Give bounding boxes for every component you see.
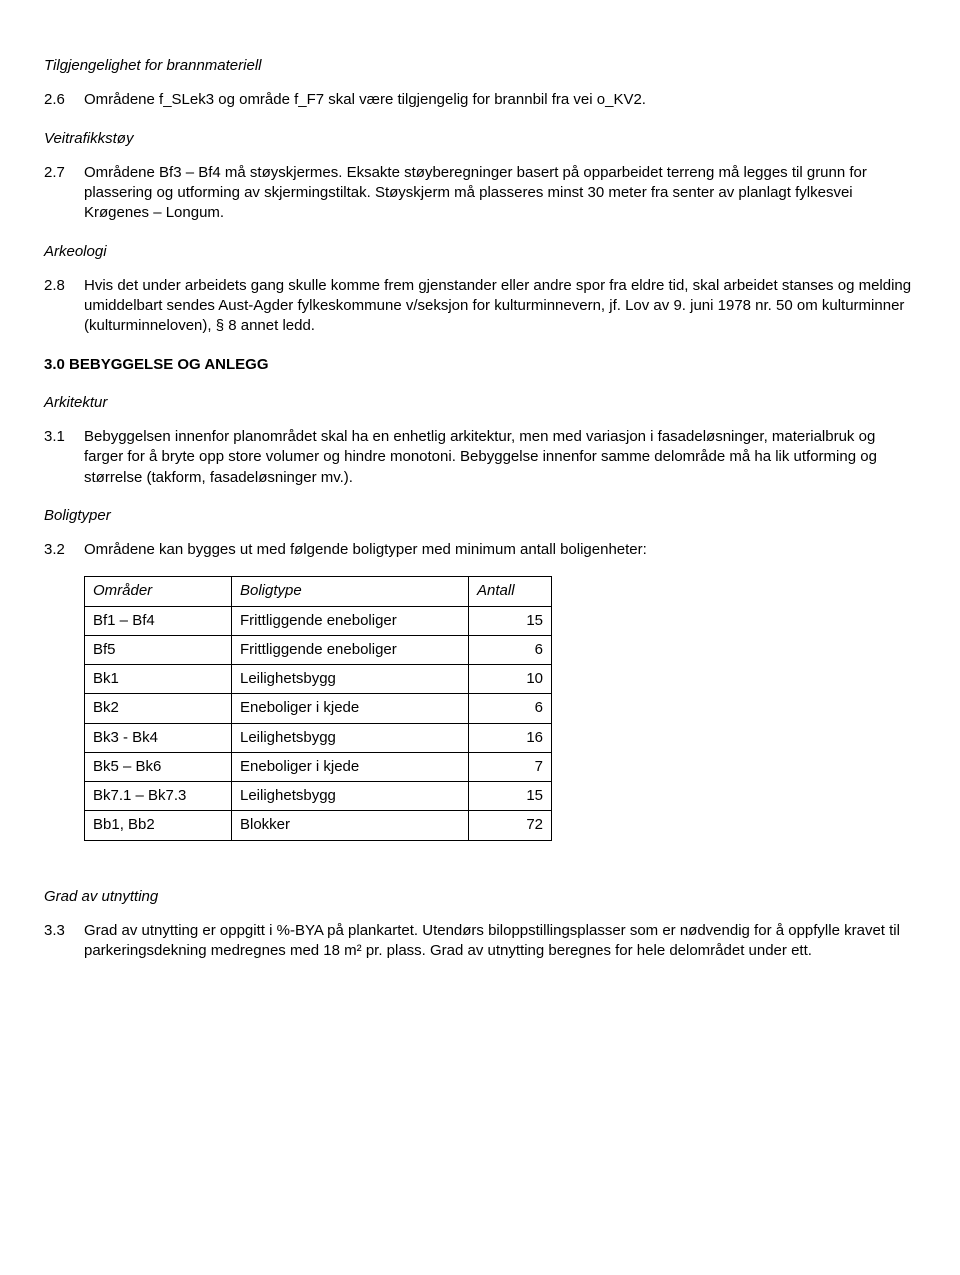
boligtyper-table: Områder Boligtype Antall Bf1 – Bf4 Fritt… bbox=[84, 576, 552, 840]
cell-omrade: Bb1, Bb2 bbox=[85, 811, 232, 840]
body-2-7: Områdene Bf3 – Bf4 må støyskjermes. Eksa… bbox=[84, 163, 916, 224]
heading-boligtyper: Boligtyper bbox=[44, 506, 916, 526]
heading-3-0: 3.0 BEBYGGELSE OG ANLEGG bbox=[44, 355, 916, 375]
table-header-row: Områder Boligtype Antall bbox=[85, 577, 552, 606]
body-2-6: Områdene f_SLek3 og område f_F7 skal vær… bbox=[84, 90, 916, 110]
heading-arkeologi: Arkeologi bbox=[44, 242, 916, 262]
num-3-3: 3.3 bbox=[44, 921, 84, 962]
para-3-1: 3.1 Bebyggelsen innenfor planområdet ska… bbox=[44, 427, 916, 488]
body-3-2: Områdene kan bygges ut med følgende boli… bbox=[84, 540, 916, 560]
heading-grad-av-utnytting: Grad av utnytting bbox=[44, 887, 916, 907]
table-row: Bk1 Leilighetsbygg 10 bbox=[85, 665, 552, 694]
body-2-8: Hvis det under arbeidets gang skulle kom… bbox=[84, 276, 916, 337]
para-2-7: 2.7 Områdene Bf3 – Bf4 må støyskjermes. … bbox=[44, 163, 916, 224]
para-3-2: 3.2 Områdene kan bygges ut med følgende … bbox=[44, 540, 916, 560]
table-row: Bk2 Eneboliger i kjede 6 bbox=[85, 694, 552, 723]
cell-boligtype: Frittliggende eneboliger bbox=[232, 606, 469, 635]
table-row: Bf1 – Bf4 Frittliggende eneboliger 15 bbox=[85, 606, 552, 635]
th-antall: Antall bbox=[469, 577, 552, 606]
cell-boligtype: Leilighetsbygg bbox=[232, 723, 469, 752]
num-3-2: 3.2 bbox=[44, 540, 84, 560]
cell-omrade: Bk5 – Bk6 bbox=[85, 752, 232, 781]
cell-omrade: Bk2 bbox=[85, 694, 232, 723]
cell-antall: 15 bbox=[469, 606, 552, 635]
cell-boligtype: Leilighetsbygg bbox=[232, 782, 469, 811]
cell-antall: 6 bbox=[469, 694, 552, 723]
cell-omrade: Bk7.1 – Bk7.3 bbox=[85, 782, 232, 811]
cell-boligtype: Eneboliger i kjede bbox=[232, 752, 469, 781]
th-omrader: Områder bbox=[85, 577, 232, 606]
table-row: Bk7.1 – Bk7.3 Leilighetsbygg 15 bbox=[85, 782, 552, 811]
th-boligtype: Boligtype bbox=[232, 577, 469, 606]
table-row: Bf5 Frittliggende eneboliger 6 bbox=[85, 635, 552, 664]
cell-antall: 6 bbox=[469, 635, 552, 664]
cell-omrade: Bk3 - Bk4 bbox=[85, 723, 232, 752]
heading-arkitektur: Arkitektur bbox=[44, 393, 916, 413]
cell-antall: 72 bbox=[469, 811, 552, 840]
heading-brannmateriell: Tilgjengelighet for brannmateriell bbox=[44, 56, 916, 76]
num-2-8: 2.8 bbox=[44, 276, 84, 337]
cell-antall: 7 bbox=[469, 752, 552, 781]
table-row: Bk5 – Bk6 Eneboliger i kjede 7 bbox=[85, 752, 552, 781]
body-3-3: Grad av utnytting er oppgitt i %-BYA på … bbox=[84, 921, 916, 962]
cell-antall: 15 bbox=[469, 782, 552, 811]
cell-boligtype: Frittliggende eneboliger bbox=[232, 635, 469, 664]
cell-boligtype: Eneboliger i kjede bbox=[232, 694, 469, 723]
table-row: Bk3 - Bk4 Leilighetsbygg 16 bbox=[85, 723, 552, 752]
body-3-1: Bebyggelsen innenfor planområdet skal ha… bbox=[84, 427, 916, 488]
cell-antall: 10 bbox=[469, 665, 552, 694]
cell-boligtype: Leilighetsbygg bbox=[232, 665, 469, 694]
cell-omrade: Bf5 bbox=[85, 635, 232, 664]
table-row: Bb1, Bb2 Blokker 72 bbox=[85, 811, 552, 840]
para-2-8: 2.8 Hvis det under arbeidets gang skulle… bbox=[44, 276, 916, 337]
cell-antall: 16 bbox=[469, 723, 552, 752]
para-3-3: 3.3 Grad av utnytting er oppgitt i %-BYA… bbox=[44, 921, 916, 962]
para-2-6: 2.6 Områdene f_SLek3 og område f_F7 skal… bbox=[44, 90, 916, 110]
num-2-7: 2.7 bbox=[44, 163, 84, 224]
cell-omrade: Bk1 bbox=[85, 665, 232, 694]
num-3-1: 3.1 bbox=[44, 427, 84, 488]
heading-veitrafikkstoy: Veitrafikkstøy bbox=[44, 129, 916, 149]
cell-boligtype: Blokker bbox=[232, 811, 469, 840]
num-2-6: 2.6 bbox=[44, 90, 84, 110]
cell-omrade: Bf1 – Bf4 bbox=[85, 606, 232, 635]
